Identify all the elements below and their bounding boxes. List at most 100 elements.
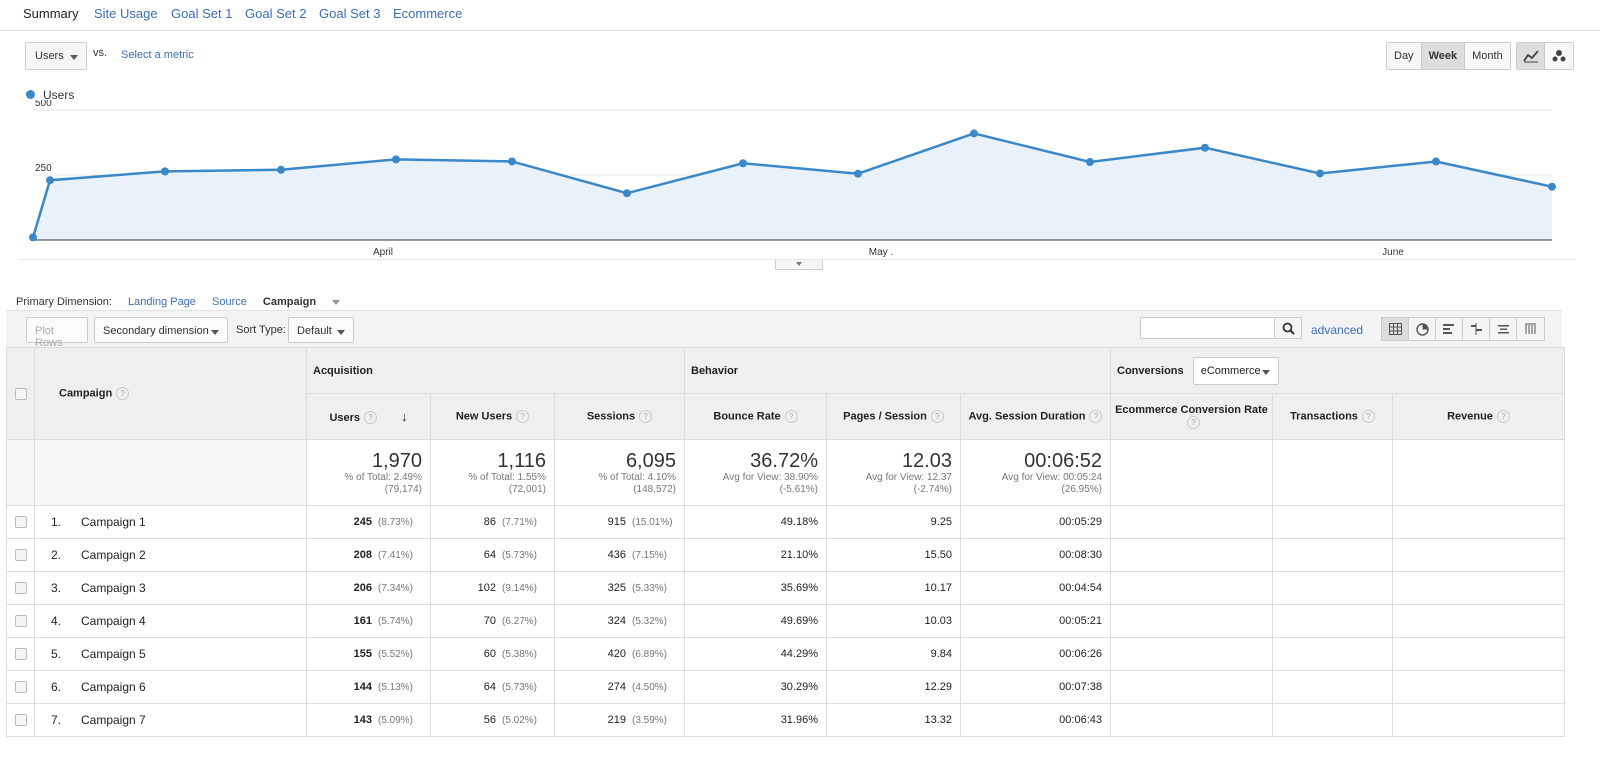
total-users: 1,970% of Total: 2.49% (79,174) (306, 439, 431, 506)
dimension-header[interactable]: Campaign? (34, 347, 307, 440)
data-view-button[interactable] (1382, 318, 1409, 340)
performance-view-button[interactable] (1436, 318, 1463, 340)
period-day-button[interactable]: Day (1387, 43, 1422, 69)
campaign-cell: 4. Campaign 4 (34, 604, 307, 638)
help-icon[interactable]: ? (364, 411, 378, 425)
row-checkbox[interactable] (14, 615, 27, 627)
row-checkbox[interactable] (14, 648, 27, 660)
col-sessions[interactable]: Sessions? (554, 393, 685, 440)
campaign-link[interactable]: Campaign 6 (81, 680, 146, 694)
sessions-value: 274 (607, 681, 626, 693)
sessions-value: 420 (607, 648, 626, 660)
col-users[interactable]: Users? ↓ (306, 393, 431, 440)
period-month-button[interactable]: Month (1465, 43, 1510, 69)
sort-type-value: Default (297, 325, 332, 337)
search-button[interactable] (1274, 317, 1302, 339)
line-chart-icon (1522, 50, 1539, 63)
select-all-checkbox[interactable] (14, 387, 27, 400)
help-icon[interactable]: ? (784, 410, 798, 423)
line-chart-button[interactable] (1517, 43, 1545, 69)
secondary-dimension-dropdown[interactable]: Secondary dimension (94, 317, 228, 343)
conversions-select[interactable]: eCommerce (1192, 356, 1279, 385)
period-week-button[interactable]: Week (1421, 43, 1466, 69)
col-ecr-label: Ecommerce Conversion Rate (1115, 404, 1268, 416)
campaign-link[interactable]: Campaign 4 (81, 614, 146, 628)
col-new-users-label: New Users (455, 410, 513, 423)
report-tabs: Summary Site Usage Goal Set 1 Goal Set 2… (0, 0, 1600, 31)
motion-chart-button[interactable] (1545, 43, 1573, 69)
tab-goal-set-2[interactable]: Goal Set 2 (245, 6, 307, 21)
campaign-link[interactable]: Campaign 5 (81, 647, 146, 661)
help-icon[interactable]: ? (639, 410, 653, 423)
col-avg-session-duration[interactable]: Avg. Session Duration? (960, 393, 1111, 440)
row-checkbox[interactable] (14, 516, 27, 528)
users-cell: 245 (8.73%) (306, 505, 431, 539)
help-icon[interactable]: ? (516, 410, 530, 423)
users-cell: 208 (7.41%) (306, 538, 431, 572)
col-transactions[interactable]: Transactions? (1272, 393, 1393, 440)
new-users-cell: 102 (9.14%) (430, 571, 555, 605)
users-cell: 143 (5.09%) (306, 703, 431, 737)
help-icon[interactable]: ? (1187, 416, 1200, 429)
help-icon[interactable]: ? (116, 387, 130, 400)
col-bounce-rate[interactable]: Bounce Rate? (684, 393, 827, 440)
metric-dropdown[interactable]: Users (25, 42, 87, 70)
tab-ecommerce[interactable]: Ecommerce (393, 6, 463, 21)
sessions-cell: 325 (5.33%) (554, 571, 685, 605)
table-search-input[interactable] (1140, 317, 1275, 339)
new-users-pct: (7.71%) (502, 517, 538, 528)
sessions-pct: (5.33%) (632, 583, 668, 594)
col-ecommerce-conversion-rate[interactable]: Ecommerce Conversion Rate? (1110, 393, 1273, 440)
row-checkbox[interactable] (14, 714, 27, 726)
dimension-source[interactable]: Source (212, 296, 247, 308)
data-point (854, 169, 862, 178)
data-point (1432, 157, 1440, 166)
pivot-view-button[interactable] (1517, 318, 1544, 340)
help-icon[interactable]: ? (1089, 410, 1103, 423)
col-revenue[interactable]: Revenue? (1392, 393, 1565, 440)
advanced-filter-link[interactable]: advanced (1311, 323, 1364, 337)
collapse-chart-toggle[interactable] (775, 260, 823, 270)
campaign-cell: 6. Campaign 6 (34, 670, 307, 704)
help-icon[interactable]: ? (1496, 410, 1510, 423)
col-new-users[interactable]: New Users? (430, 393, 555, 440)
comparison-view-button[interactable] (1463, 318, 1490, 340)
help-icon[interactable]: ? (1361, 410, 1375, 423)
help-icon[interactable]: ? (930, 410, 944, 423)
duration-cell: 00:05:21 (960, 604, 1111, 638)
term-cloud-view-button[interactable] (1490, 318, 1517, 340)
tab-goal-set-1[interactable]: Goal Set 1 (171, 6, 233, 21)
campaign-cell: 2. Campaign 2 (34, 538, 307, 572)
tab-site-usage[interactable]: Site Usage (94, 6, 158, 21)
data-point (1316, 169, 1324, 178)
new-users-cell: 86 (7.71%) (430, 505, 555, 539)
select-metric-link[interactable]: Select a metric (121, 49, 194, 61)
dimension-landing-page[interactable]: Landing Page (128, 296, 196, 308)
campaign-link[interactable]: Campaign 3 (81, 581, 146, 595)
sessions-cell: 219 (3.59%) (554, 703, 685, 737)
row-checkbox[interactable] (14, 549, 27, 561)
data-point (970, 129, 978, 138)
users-pct: (5.52%) (378, 649, 414, 660)
pages-session-cell: 15.50 (826, 538, 961, 572)
row-checkbox[interactable] (14, 681, 27, 693)
col-pages-session[interactable]: Pages / Session? (826, 393, 961, 440)
tab-summary[interactable]: Summary (23, 6, 79, 21)
campaign-cell: 5. Campaign 5 (34, 637, 307, 671)
row-checkbox[interactable] (14, 582, 27, 594)
table-row: 1. Campaign 1 245 (8.73%) 86 (7.71%) 915 (15.01… (6, 505, 1565, 539)
legend-users-label: Users (43, 88, 75, 102)
campaign-link[interactable]: Campaign 7 (81, 713, 146, 727)
campaign-cell: 3. Campaign 3 (34, 571, 307, 605)
tab-goal-set-3[interactable]: Goal Set 3 (319, 6, 381, 21)
campaign-link[interactable]: Campaign 2 (81, 548, 146, 562)
dimension-campaign[interactable]: Campaign (263, 296, 353, 308)
sort-type-dropdown[interactable]: Default (288, 317, 354, 343)
search-icon (1282, 322, 1295, 335)
data-point (1548, 182, 1556, 191)
users-pct: (7.41%) (378, 550, 414, 561)
campaign-link[interactable]: Campaign 1 (81, 515, 146, 529)
percentage-view-button[interactable] (1409, 318, 1436, 340)
ecommerce-conversion-cell (1110, 604, 1273, 638)
plot-rows-button[interactable]: Plot Rows (26, 317, 88, 349)
